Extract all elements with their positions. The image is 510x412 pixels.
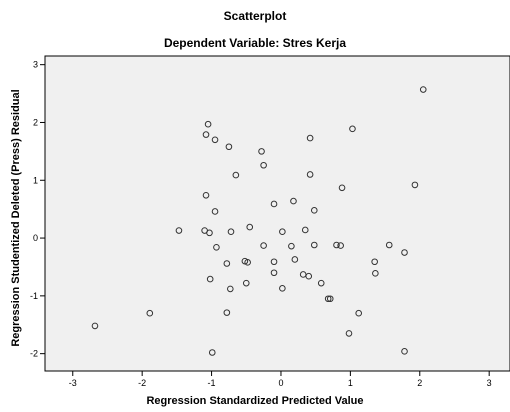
data-point xyxy=(324,295,332,303)
data-point xyxy=(317,279,325,287)
y-axis-label: Regression Studentized Deleted (Press) R… xyxy=(10,89,22,347)
data-point xyxy=(227,228,235,236)
data-point xyxy=(202,191,210,199)
data-point xyxy=(290,197,297,205)
data-point xyxy=(227,285,234,293)
x-tick-label: 1 xyxy=(348,378,353,388)
data-point xyxy=(206,275,214,283)
data-point xyxy=(279,228,286,236)
data-point xyxy=(326,295,334,303)
data-point xyxy=(301,226,309,234)
y-axis: -2 -1 0 1 2 3 xyxy=(30,60,45,359)
data-point xyxy=(225,143,233,151)
data-point xyxy=(419,86,427,93)
data-points xyxy=(91,86,427,356)
data-point xyxy=(206,229,213,237)
data-point xyxy=(270,258,278,266)
data-point xyxy=(279,285,286,292)
data-point xyxy=(260,161,267,169)
data-point xyxy=(258,148,265,155)
data-point xyxy=(371,258,378,266)
data-point xyxy=(260,242,267,249)
chart-title: Scatterplot xyxy=(223,9,287,23)
y-tick-label: 2 xyxy=(33,117,38,127)
x-tick-label: 3 xyxy=(487,378,492,388)
data-point xyxy=(411,181,419,189)
x-axis: -3 -2 -1 0 1 2 3 xyxy=(69,371,492,388)
data-point xyxy=(270,200,278,208)
data-point xyxy=(208,349,216,356)
data-point xyxy=(338,184,346,192)
data-point xyxy=(270,269,278,277)
x-tick-label: 0 xyxy=(278,378,283,388)
data-point xyxy=(337,242,344,249)
data-point xyxy=(213,244,220,251)
data-point xyxy=(305,272,313,280)
y-tick-label: -1 xyxy=(30,291,38,301)
data-point xyxy=(223,260,231,267)
data-point xyxy=(345,330,353,337)
data-point xyxy=(310,241,318,249)
data-point xyxy=(246,223,254,231)
data-point xyxy=(242,279,250,287)
data-point xyxy=(401,348,408,355)
x-axis-label: Regression Standardized Predicted Value xyxy=(146,395,364,407)
data-point xyxy=(355,309,363,317)
data-point xyxy=(288,242,295,250)
data-point xyxy=(333,241,340,249)
x-tick-label: -3 xyxy=(69,378,77,388)
data-point xyxy=(91,322,99,330)
chart-subtitle: Dependent Variable: Stres Kerja xyxy=(163,36,347,50)
data-point xyxy=(202,131,210,138)
data-point xyxy=(211,136,219,144)
data-point xyxy=(146,309,154,317)
data-point xyxy=(310,207,318,214)
data-point xyxy=(372,270,379,277)
x-tick-label: -2 xyxy=(138,378,146,388)
data-point xyxy=(244,259,251,266)
data-point xyxy=(349,125,356,133)
data-point xyxy=(291,256,299,263)
data-point xyxy=(232,171,240,179)
data-point xyxy=(204,120,212,128)
data-point xyxy=(385,241,393,249)
data-point xyxy=(223,309,231,316)
x-tick-label: 2 xyxy=(417,378,422,388)
data-point xyxy=(175,227,183,234)
data-point xyxy=(211,208,219,215)
y-tick-label: -2 xyxy=(30,349,38,359)
data-point xyxy=(306,171,314,178)
data-point xyxy=(401,249,408,256)
y-tick-label: 0 xyxy=(33,233,38,243)
y-tick-label: 1 xyxy=(33,175,38,185)
x-tick-label: -1 xyxy=(208,378,216,388)
plot-area xyxy=(44,55,510,372)
data-point xyxy=(306,134,314,142)
y-tick-label: 3 xyxy=(33,60,38,70)
